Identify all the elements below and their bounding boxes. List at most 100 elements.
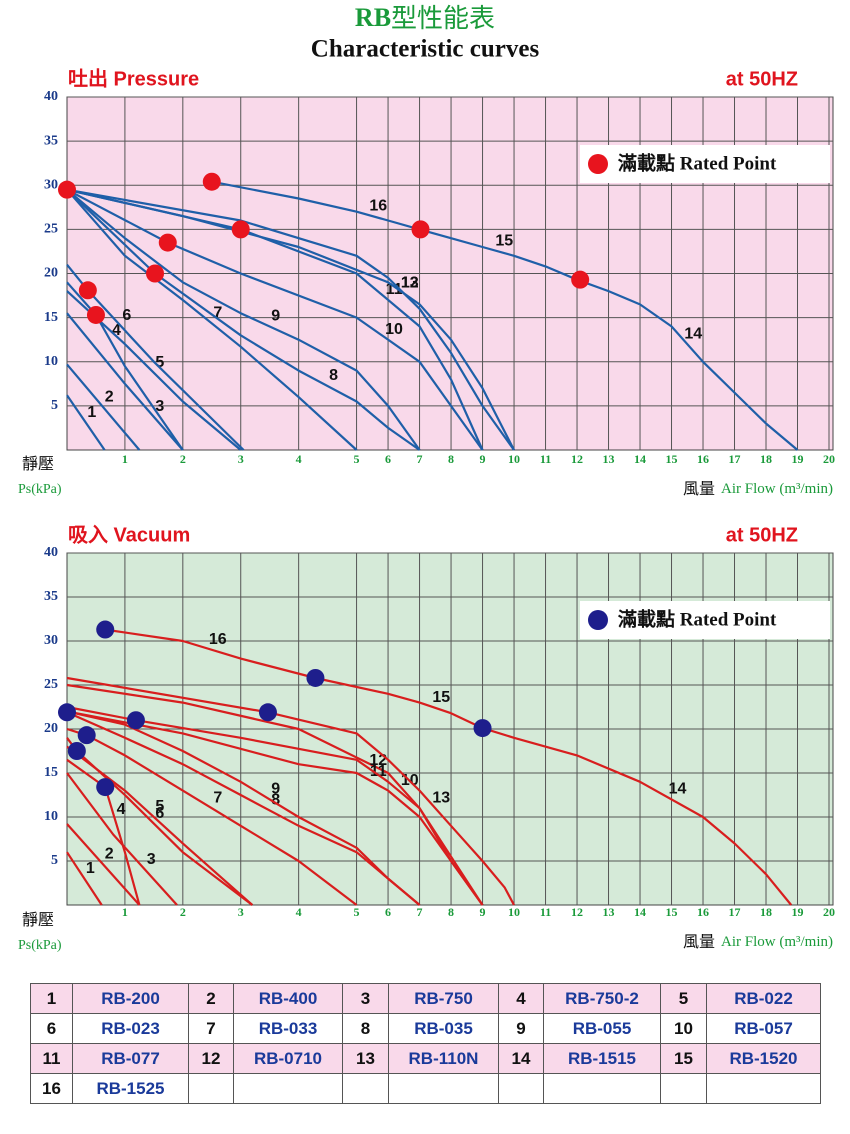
y-axis-unit: Ps(kPa) — [18, 938, 62, 953]
model-name: RB-200 — [72, 983, 189, 1014]
curve — [66, 363, 141, 451]
curve-label: 5 — [155, 354, 164, 371]
curve — [482, 727, 793, 906]
curve-label: 11 — [386, 281, 403, 298]
model-name: RB-033 — [233, 1013, 343, 1044]
curve-label: 15 — [432, 689, 450, 706]
x-tick-label: 7 — [417, 452, 423, 466]
x-tick-label: 18 — [760, 905, 772, 919]
model-number: 7 — [188, 1013, 234, 1044]
x-tick-label: 11 — [540, 905, 551, 919]
model-number: 11 — [30, 1043, 73, 1074]
model-number — [660, 1073, 707, 1104]
model-number: 16 — [30, 1073, 73, 1104]
x-tick-label: 12 — [571, 452, 583, 466]
rated-point — [58, 180, 76, 199]
chart-title: 吸入 Vacuum — [68, 523, 190, 546]
curve — [66, 772, 178, 906]
model-number: 6 — [30, 1013, 73, 1044]
y-tick-label: 10 — [44, 354, 58, 369]
curve-label: 3 — [147, 851, 156, 868]
frequency-note: at 50HZ — [726, 68, 798, 90]
y-tick-label: 25 — [44, 222, 58, 237]
curve — [66, 264, 245, 451]
y-tick-label: 20 — [44, 721, 58, 736]
x-tick-label: 3 — [238, 905, 244, 919]
curve-label: 1 — [87, 404, 96, 421]
model-number: 15 — [660, 1043, 707, 1074]
rated-point — [146, 264, 165, 283]
rated-point — [571, 270, 590, 289]
x-axis-label: 風量 Air Flow (m³/min) — [683, 934, 833, 951]
x-tick-label: 11 — [540, 452, 551, 466]
curve-label: 15 — [495, 233, 513, 250]
curve-label: 14 — [684, 325, 702, 342]
curve-label: 13 — [432, 789, 450, 806]
curve-label: 6 — [122, 307, 131, 324]
chart-area: RB型性能表 Characteristic curves 51015202530… — [18, 3, 835, 953]
y-tick-label: 40 — [44, 89, 58, 104]
legend-label: 滿載點 Rated Point — [618, 607, 777, 630]
curve-label: 2 — [105, 388, 114, 405]
curve-label: 10 — [385, 321, 403, 338]
legend-marker — [588, 154, 608, 174]
legend-box — [580, 601, 830, 639]
rated-point — [202, 172, 221, 191]
y-tick-label: 15 — [44, 765, 58, 780]
y-axis-label: 靜壓 — [22, 911, 54, 929]
x-axis-label-cn: 風量 — [683, 934, 715, 951]
x-tick-label: 13 — [603, 452, 615, 466]
x-tick-label: 17 — [729, 905, 741, 919]
y-tick-label: 15 — [44, 310, 58, 325]
x-tick-label: 12 — [571, 905, 583, 919]
curve — [66, 683, 484, 906]
y-tick-label: 30 — [44, 177, 58, 192]
table-row: 1 RB-200 2 RB-400 3 RB-750 4 RB-750-2 5 RB-022 — [30, 983, 821, 1014]
model-number: 3 — [342, 983, 389, 1014]
model-name: RB-0710 — [233, 1043, 343, 1074]
model-name: RB-110N — [388, 1043, 499, 1074]
model-number: 5 — [660, 983, 707, 1014]
model-name: RB-035 — [388, 1013, 499, 1044]
curve — [66, 758, 141, 906]
model-number — [498, 1073, 544, 1104]
x-tick-label: 2 — [180, 905, 186, 919]
y-axis-unit: Ps(kPa) — [18, 482, 62, 497]
rated-point — [231, 220, 250, 239]
model-number — [188, 1073, 234, 1104]
frequency-note: at 50HZ — [726, 524, 798, 546]
y-tick-label: 25 — [44, 677, 58, 692]
curve — [211, 180, 420, 231]
curve-label: 14 — [669, 781, 687, 798]
curve-label: 7 — [213, 789, 222, 806]
legend-marker — [588, 610, 608, 630]
x-tick-label: 20 — [823, 905, 835, 919]
rated-point — [473, 719, 492, 738]
x-tick-label: 8 — [448, 452, 454, 466]
curve — [66, 705, 484, 906]
x-tick-label: 5 — [354, 905, 360, 919]
model-number: 12 — [188, 1043, 234, 1074]
y-tick-label: 35 — [44, 133, 58, 148]
x-tick-label: 7 — [417, 905, 423, 919]
model-name: RB-1525 — [72, 1073, 189, 1104]
x-tick-label: 8 — [448, 905, 454, 919]
model-number — [342, 1073, 389, 1104]
model-number: 1 — [30, 983, 73, 1014]
x-tick-label: 6 — [385, 905, 391, 919]
table-row: 11 RB-077 12 RB-0710 13 RB-110N 14 RB-1515 15 RB-… — [30, 1043, 821, 1074]
x-tick-label: 18 — [760, 452, 772, 466]
curve-label: 4 — [112, 322, 121, 339]
model-number: 8 — [342, 1013, 389, 1044]
model-name — [543, 1073, 661, 1104]
curve — [419, 228, 578, 281]
x-tick-label: 20 — [823, 452, 835, 466]
rated-point — [78, 281, 97, 300]
curve-label: 5 — [155, 798, 164, 815]
x-axis-unit: Air Flow (m³/min) — [721, 481, 833, 497]
x-tick-label: 15 — [666, 452, 678, 466]
curve — [66, 851, 103, 906]
curve-label: 13 — [401, 275, 419, 292]
rated-point — [96, 620, 115, 639]
